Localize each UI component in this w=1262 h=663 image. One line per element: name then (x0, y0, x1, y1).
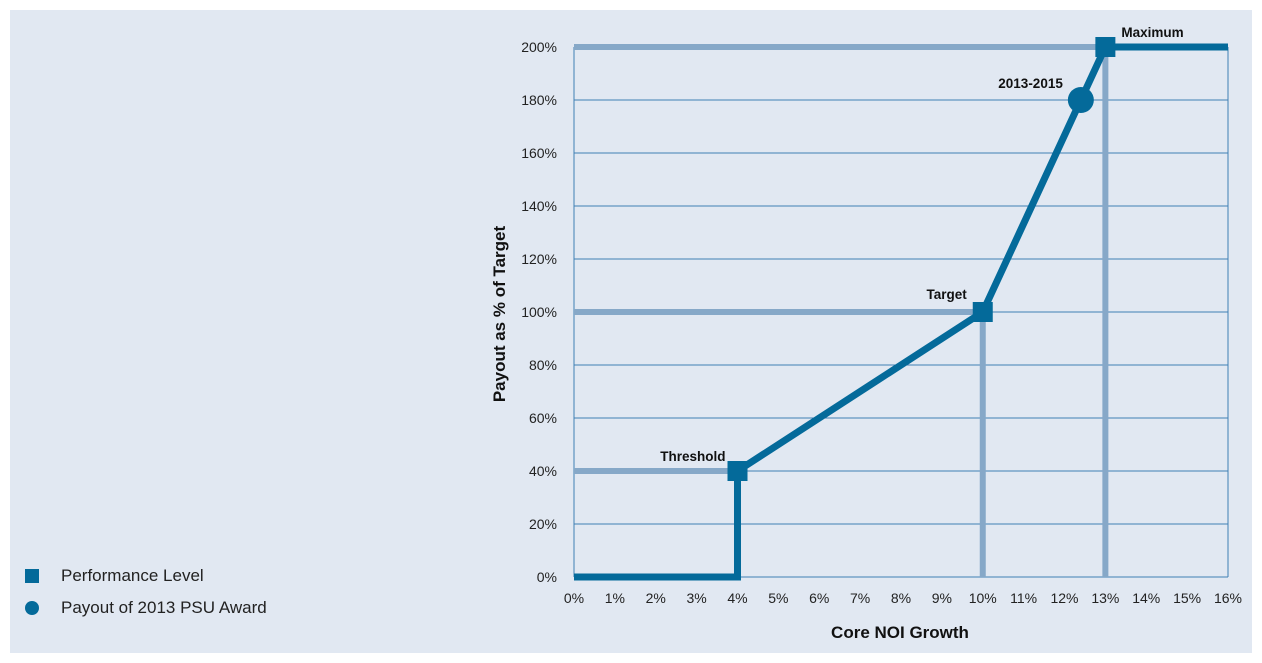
y-tick-label: 120% (521, 251, 557, 267)
y-tick-label: 40% (529, 463, 557, 479)
performance-level-label: Threshold (660, 449, 725, 464)
x-axis-title: Core NOI Growth (831, 623, 969, 642)
markers (727, 37, 1116, 481)
chart-panel (10, 10, 1252, 653)
y-tick-label: 60% (529, 410, 557, 426)
y-tick-label: 160% (521, 145, 557, 161)
y-tick-label: 200% (521, 39, 557, 55)
performance-level-marker (727, 461, 748, 481)
y-axis-title: Payout as % of Target (490, 225, 509, 402)
x-tick-label: 0% (564, 590, 584, 606)
y-tick-label: 80% (529, 357, 557, 373)
x-tick-label: 1% (605, 590, 625, 606)
x-tick-label: 8% (891, 590, 911, 606)
legend-label: Payout of 2013 PSU Award (61, 598, 267, 617)
y-tick-label: 20% (529, 516, 557, 532)
legend: Performance Level Payout of 2013 PSU Awa… (25, 566, 267, 630)
legend-item-performance-level: Performance Level (25, 566, 267, 586)
y-tick-label: 100% (521, 304, 557, 320)
x-tick-label: 9% (932, 590, 952, 606)
x-tick-label: 6% (809, 590, 829, 606)
payout-point-label: 2013-2015 (998, 76, 1063, 91)
payout-curve (574, 43, 1228, 581)
legend-label: Performance Level (61, 566, 204, 585)
x-tick-label: 16% (1214, 590, 1242, 606)
x-tick-label: 2% (646, 590, 666, 606)
performance-level-marker (1095, 37, 1116, 57)
x-tick-label: 5% (768, 590, 788, 606)
x-tick-label: 14% (1132, 590, 1160, 606)
annotations: Threshold Target Maximum 2013-2015 (660, 25, 1183, 464)
circle-marker-icon (25, 601, 39, 615)
x-tick-label: 3% (687, 590, 707, 606)
x-tick-label: 13% (1091, 590, 1119, 606)
legend-item-psu-payout: Payout of 2013 PSU Award (25, 598, 267, 618)
x-tick-label: 15% (1173, 590, 1201, 606)
performance-level-marker (972, 302, 993, 322)
tick-labels: 0% 20% 40% 60% 80% 100% 120% 140% 160% 180% 200% 0%… (521, 39, 1242, 606)
payout-point-marker (1067, 87, 1094, 113)
performance-level-label: Target (926, 287, 967, 302)
performance-level-label: Maximum (1121, 25, 1183, 40)
x-tick-label: 7% (850, 590, 870, 606)
x-tick-label: 4% (727, 590, 747, 606)
x-tick-label: 10% (969, 590, 997, 606)
x-tick-label: 11% (1010, 590, 1037, 606)
y-tick-label: 140% (521, 198, 557, 214)
x-tick-label: 12% (1050, 590, 1078, 606)
y-tick-label: 0% (537, 569, 557, 585)
y-tick-label: 180% (521, 92, 557, 108)
payout-line (574, 43, 1228, 581)
square-marker-icon (25, 569, 39, 583)
